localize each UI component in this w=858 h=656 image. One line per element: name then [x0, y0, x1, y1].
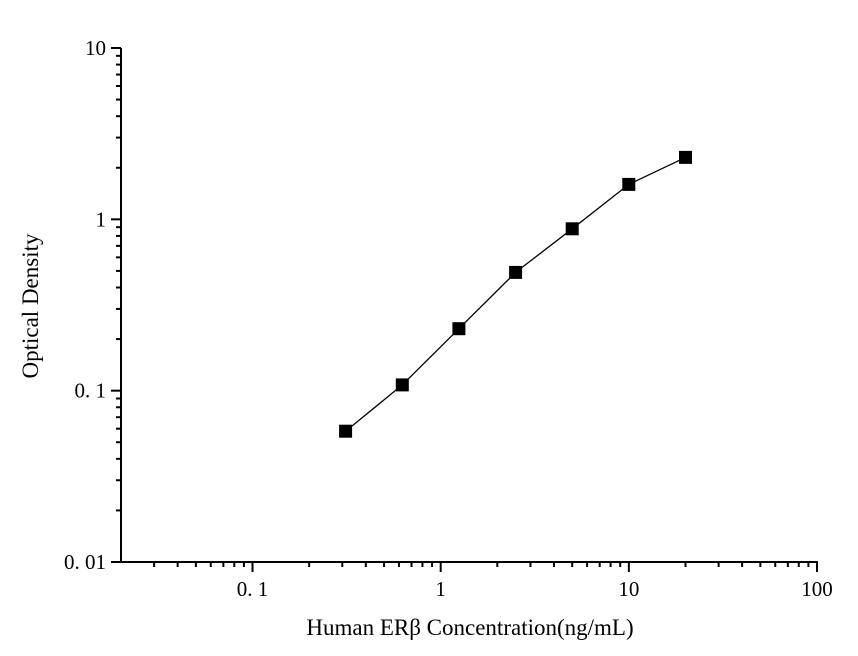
x-axis-title: Human ERβ Concentration(ng/mL)	[306, 615, 634, 640]
data-point-marker	[622, 177, 636, 191]
x-tick-label: 0. 1	[237, 577, 269, 601]
x-tick-label: 1	[435, 577, 446, 601]
y-tick-label: 1	[96, 207, 107, 231]
data-point-marker	[679, 150, 692, 164]
y-tick-label: 10	[85, 36, 106, 60]
data-point-marker	[565, 222, 579, 236]
y-tick-label: 0. 01	[64, 550, 106, 574]
data-point-marker	[509, 265, 523, 279]
data-point-marker	[339, 424, 353, 438]
y-tick-label: 0. 1	[75, 379, 107, 403]
data-point-marker	[395, 378, 409, 392]
data-point-marker	[452, 322, 466, 336]
x-tick-label: 10	[618, 577, 639, 601]
x-tick-label: 100	[801, 577, 833, 601]
y-axis-title: Optical Density	[18, 233, 43, 379]
